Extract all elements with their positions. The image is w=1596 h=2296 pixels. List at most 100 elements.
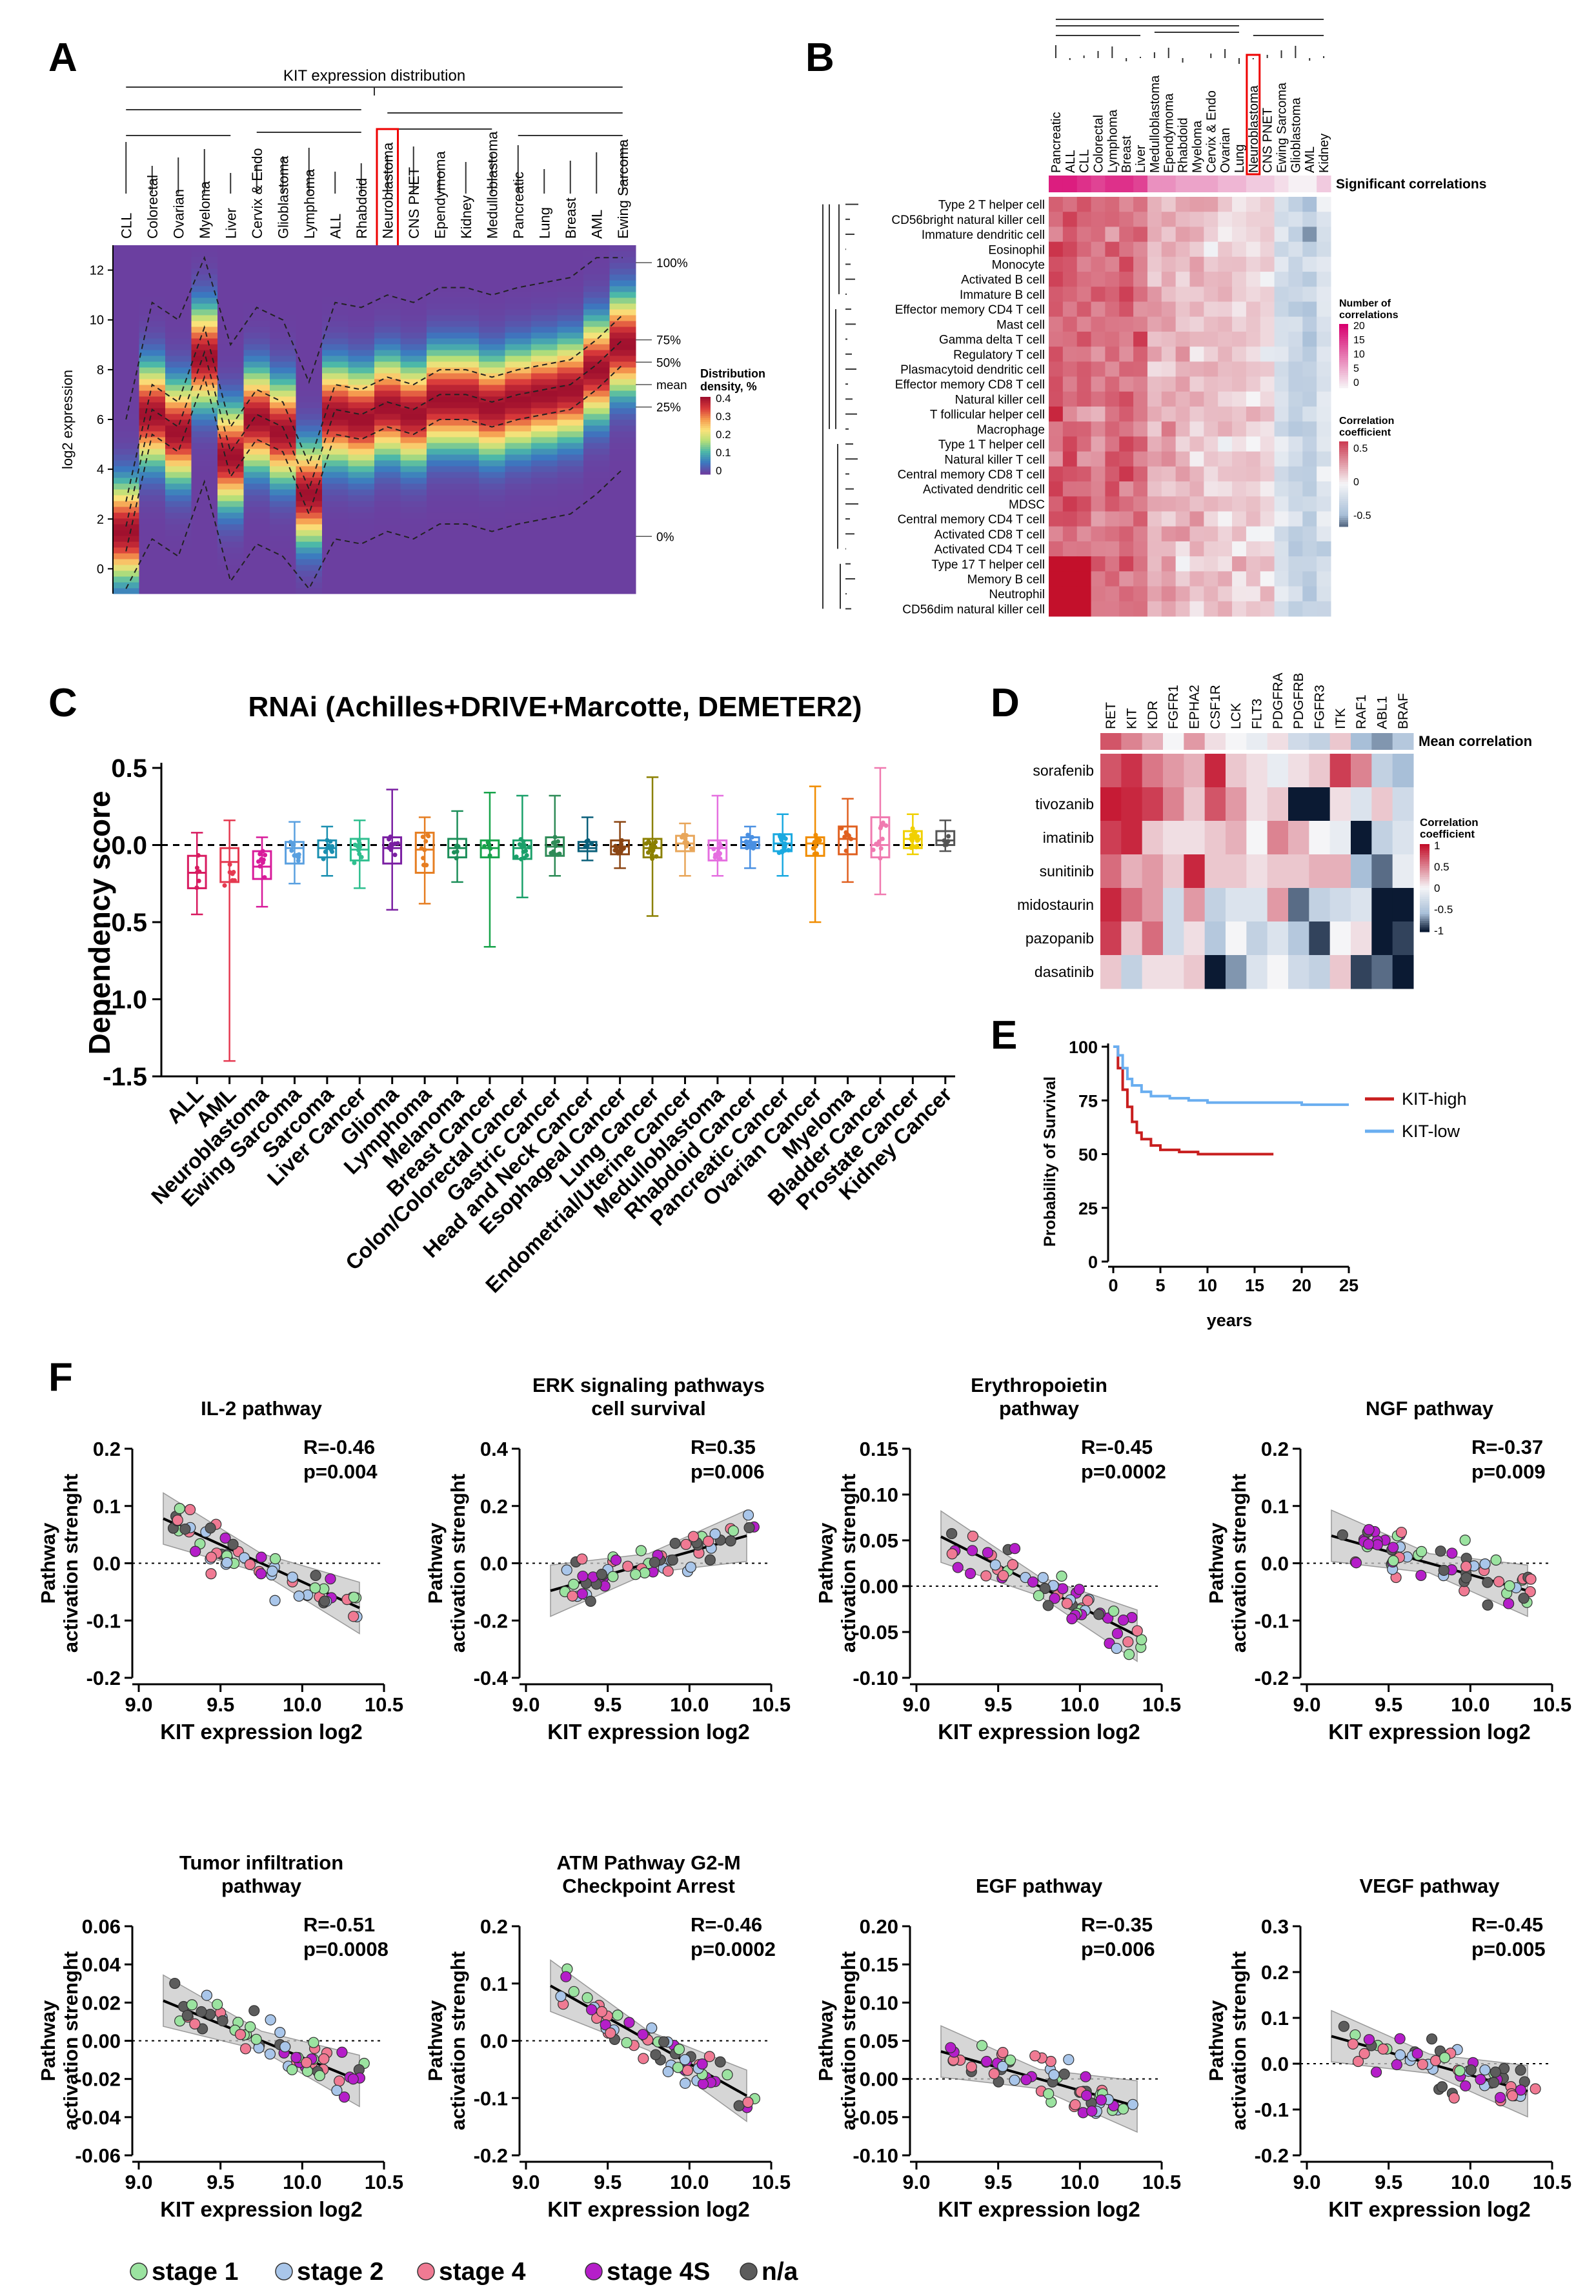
panel-a-density-cell <box>609 373 636 379</box>
panel-a-density-cell <box>243 286 270 292</box>
panel-b-cell <box>1062 347 1078 362</box>
panel-f-y-label: Pathway <box>814 1522 837 1604</box>
panel-f-point <box>982 1547 994 1558</box>
panel-a-density-cell <box>583 437 610 443</box>
panel-b-cell <box>1204 331 1218 347</box>
panel-a-density-cell <box>479 536 505 542</box>
panel-b-cell <box>1232 436 1247 452</box>
panel-b-legend2-swatch <box>1339 518 1348 521</box>
panel-a-density-cell <box>479 472 505 478</box>
panel-b-cell <box>1049 212 1064 227</box>
panel-d-cell <box>1371 787 1393 821</box>
panel-a-density-cell <box>191 268 218 275</box>
panel-a-density-cell <box>270 408 296 414</box>
panel-a-density-cell <box>400 507 427 513</box>
panel-a-density-cell <box>191 443 218 449</box>
panel-d-cell <box>1246 888 1268 922</box>
panel-f-point <box>680 2077 691 2089</box>
panel-a-density-cell <box>479 367 505 374</box>
panel-f-point <box>725 1535 736 1547</box>
panel-a-density-cell <box>243 373 270 379</box>
panel-b-row-label: Effector memory CD4 T cell <box>895 303 1045 317</box>
panel-a-density-cell <box>609 536 636 542</box>
panel-a-density-cell <box>322 443 348 449</box>
panel-a-density-cell <box>270 536 296 542</box>
panel-a-y-tick-label: 8 <box>97 363 104 378</box>
panel-b-top-bar-label: Significant correlations <box>1336 177 1486 192</box>
panel-a-density-cell <box>427 280 453 287</box>
panel-b-cell <box>1218 287 1233 302</box>
panel-c-point <box>583 844 588 849</box>
panel-a-density-cell <box>505 344 532 350</box>
panel-c-point <box>289 848 294 853</box>
panel-a-density-cell <box>322 489 348 496</box>
panel-b-cell <box>1317 481 1331 497</box>
panel-b-legend2-tick: 0.5 <box>1353 443 1368 454</box>
panel-a-density-cell <box>113 472 139 478</box>
panel-a-density-cell <box>505 472 532 478</box>
panel-c-point <box>778 834 783 839</box>
panel-c-point <box>424 863 429 868</box>
panel-b-cell <box>1175 361 1190 378</box>
panel-b-cell <box>1232 331 1247 347</box>
panel-b-cell <box>1288 541 1303 557</box>
panel-a-density-cell <box>322 385 348 391</box>
panel-a-density-cell <box>165 414 192 420</box>
panel-c-point <box>527 845 532 850</box>
panel-a-percentile-line <box>125 468 623 590</box>
panel-a-density-cell <box>191 274 218 281</box>
panel-a-density-cell <box>479 344 505 350</box>
panel-c-point <box>649 852 654 858</box>
panel-a-density-cell <box>139 390 166 397</box>
panel-d-column-label: KIT <box>1125 708 1140 729</box>
panel-b-cell <box>1260 436 1275 452</box>
panel-d-cell <box>1267 921 1289 956</box>
panel-a-density-cell <box>609 332 636 339</box>
panel-a-density-cell <box>296 483 323 490</box>
panel-b-cell <box>1288 391 1303 407</box>
panel-a-density-cell <box>296 425 323 432</box>
panel-a-density-cell <box>243 472 270 478</box>
panel-d-cell <box>1226 955 1247 989</box>
panel-a-density-cell <box>191 396 218 403</box>
panel-b-top-bar-cell <box>1161 176 1177 192</box>
panel-b-cell <box>1274 347 1289 362</box>
panel-d-cell <box>1163 921 1184 956</box>
panel-a-density-cell <box>139 268 166 275</box>
panel-b-legend2-swatch <box>1339 441 1348 444</box>
panel-a-density-cell <box>217 309 244 316</box>
panel-a-density-cell <box>191 315 218 321</box>
panel-a-density-cell <box>243 396 270 403</box>
panel-b-cell <box>1246 256 1261 272</box>
panel-b-cell <box>1161 407 1177 422</box>
panel-a-density-cell <box>531 338 558 345</box>
panel-a-density-cell <box>348 408 375 414</box>
panel-b-cell <box>1232 272 1247 287</box>
panel-a-density-cell <box>557 327 584 333</box>
panel-b-cell <box>1062 601 1078 617</box>
panel-a-density-cell <box>296 332 323 339</box>
panel-d-cell <box>1329 754 1351 788</box>
panel-c-point <box>909 836 914 841</box>
panel-c-point <box>619 847 624 852</box>
panel-b-cell <box>1133 571 1148 587</box>
panel-b-cell <box>1062 331 1078 347</box>
panel-c-point <box>260 849 265 854</box>
panel-a-density-cell <box>243 390 270 397</box>
panel-b-cell <box>1204 256 1218 272</box>
panel-a-density-cell <box>531 489 558 496</box>
panel-a-density-cell <box>165 297 192 304</box>
panel-c-point <box>878 856 883 861</box>
panel-f-point <box>649 1556 660 1568</box>
panel-a-density-cell <box>479 350 505 356</box>
panel-f-point <box>1347 2038 1359 2050</box>
panel-a-density-cell <box>531 437 558 443</box>
panel-b-row-label: CD56dim natural killer cell <box>902 603 1045 616</box>
panel-f-point <box>1136 1634 1147 1646</box>
panel-f-point <box>585 1595 596 1607</box>
panel-a-density-cell <box>139 570 166 577</box>
panel-a-density-cell <box>531 367 558 374</box>
panel-f-p-value: p=0.0002 <box>691 1938 776 1960</box>
panel-b-cell <box>1133 436 1148 452</box>
panel-a-density-cell <box>348 373 375 379</box>
